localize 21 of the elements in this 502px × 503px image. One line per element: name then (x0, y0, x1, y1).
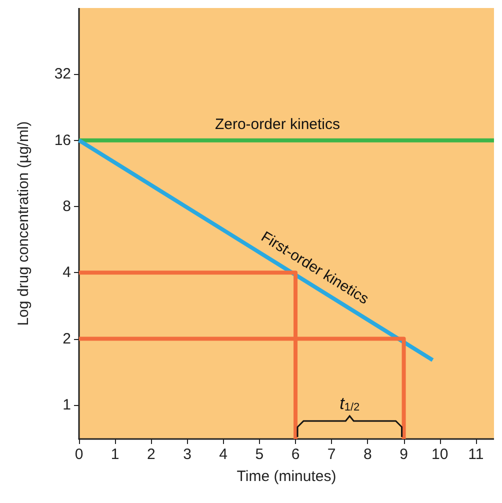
x-tick-label: 5 (255, 446, 264, 463)
x-tick-label: 0 (74, 446, 84, 463)
x-tick-label: 9 (400, 446, 408, 463)
y-tick-label: 16 (54, 132, 71, 149)
x-tick-label: 8 (364, 446, 372, 463)
x-tick-label: 3 (183, 446, 192, 463)
y-tick-label: 2 (62, 330, 71, 348)
x-tick-label: 7 (327, 446, 336, 463)
x-tick-label: 11 (468, 446, 484, 463)
x-tick-label: 6 (291, 446, 300, 463)
x-axis-title: Time (minutes) (236, 468, 336, 485)
x-tick-label: 10 (432, 446, 448, 463)
y-axis-title: Log drug concentration (µg/ml) (15, 121, 32, 326)
y-tick-label: 1 (62, 396, 71, 414)
x-tick-label: 2 (147, 446, 156, 463)
x-tick-label: 1 (110, 446, 120, 463)
y-tick-label: 4 (62, 264, 71, 282)
x-tick-label: 4 (219, 446, 228, 463)
y-tick-label: 8 (62, 198, 71, 215)
annotation: Zero-order kinetics (214, 116, 340, 133)
y-tick-label: 32 (54, 66, 71, 83)
